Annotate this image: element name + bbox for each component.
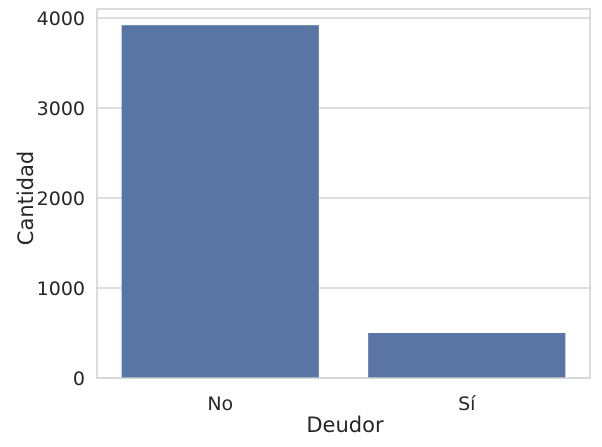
y-tick-label: 4000 <box>37 8 85 30</box>
x-tick-label: No <box>207 393 233 415</box>
y-tick-labels: 0 1000 2000 3000 4000 <box>37 8 85 390</box>
x-tick-labels: No Sí <box>207 393 476 415</box>
x-tick-label: Sí <box>458 393 476 415</box>
y-tick-label: 3000 <box>37 98 85 120</box>
x-axis-label: Deudor <box>306 413 384 437</box>
bars <box>121 25 566 378</box>
plot-frame <box>96 8 591 379</box>
y-axis-label: Cantidad <box>14 151 38 245</box>
y-tick-label: 0 <box>73 368 85 390</box>
bar-si <box>368 333 566 378</box>
bar-no <box>121 25 319 378</box>
y-tick-label: 1000 <box>37 278 85 300</box>
y-tick-label: 2000 <box>37 188 85 210</box>
